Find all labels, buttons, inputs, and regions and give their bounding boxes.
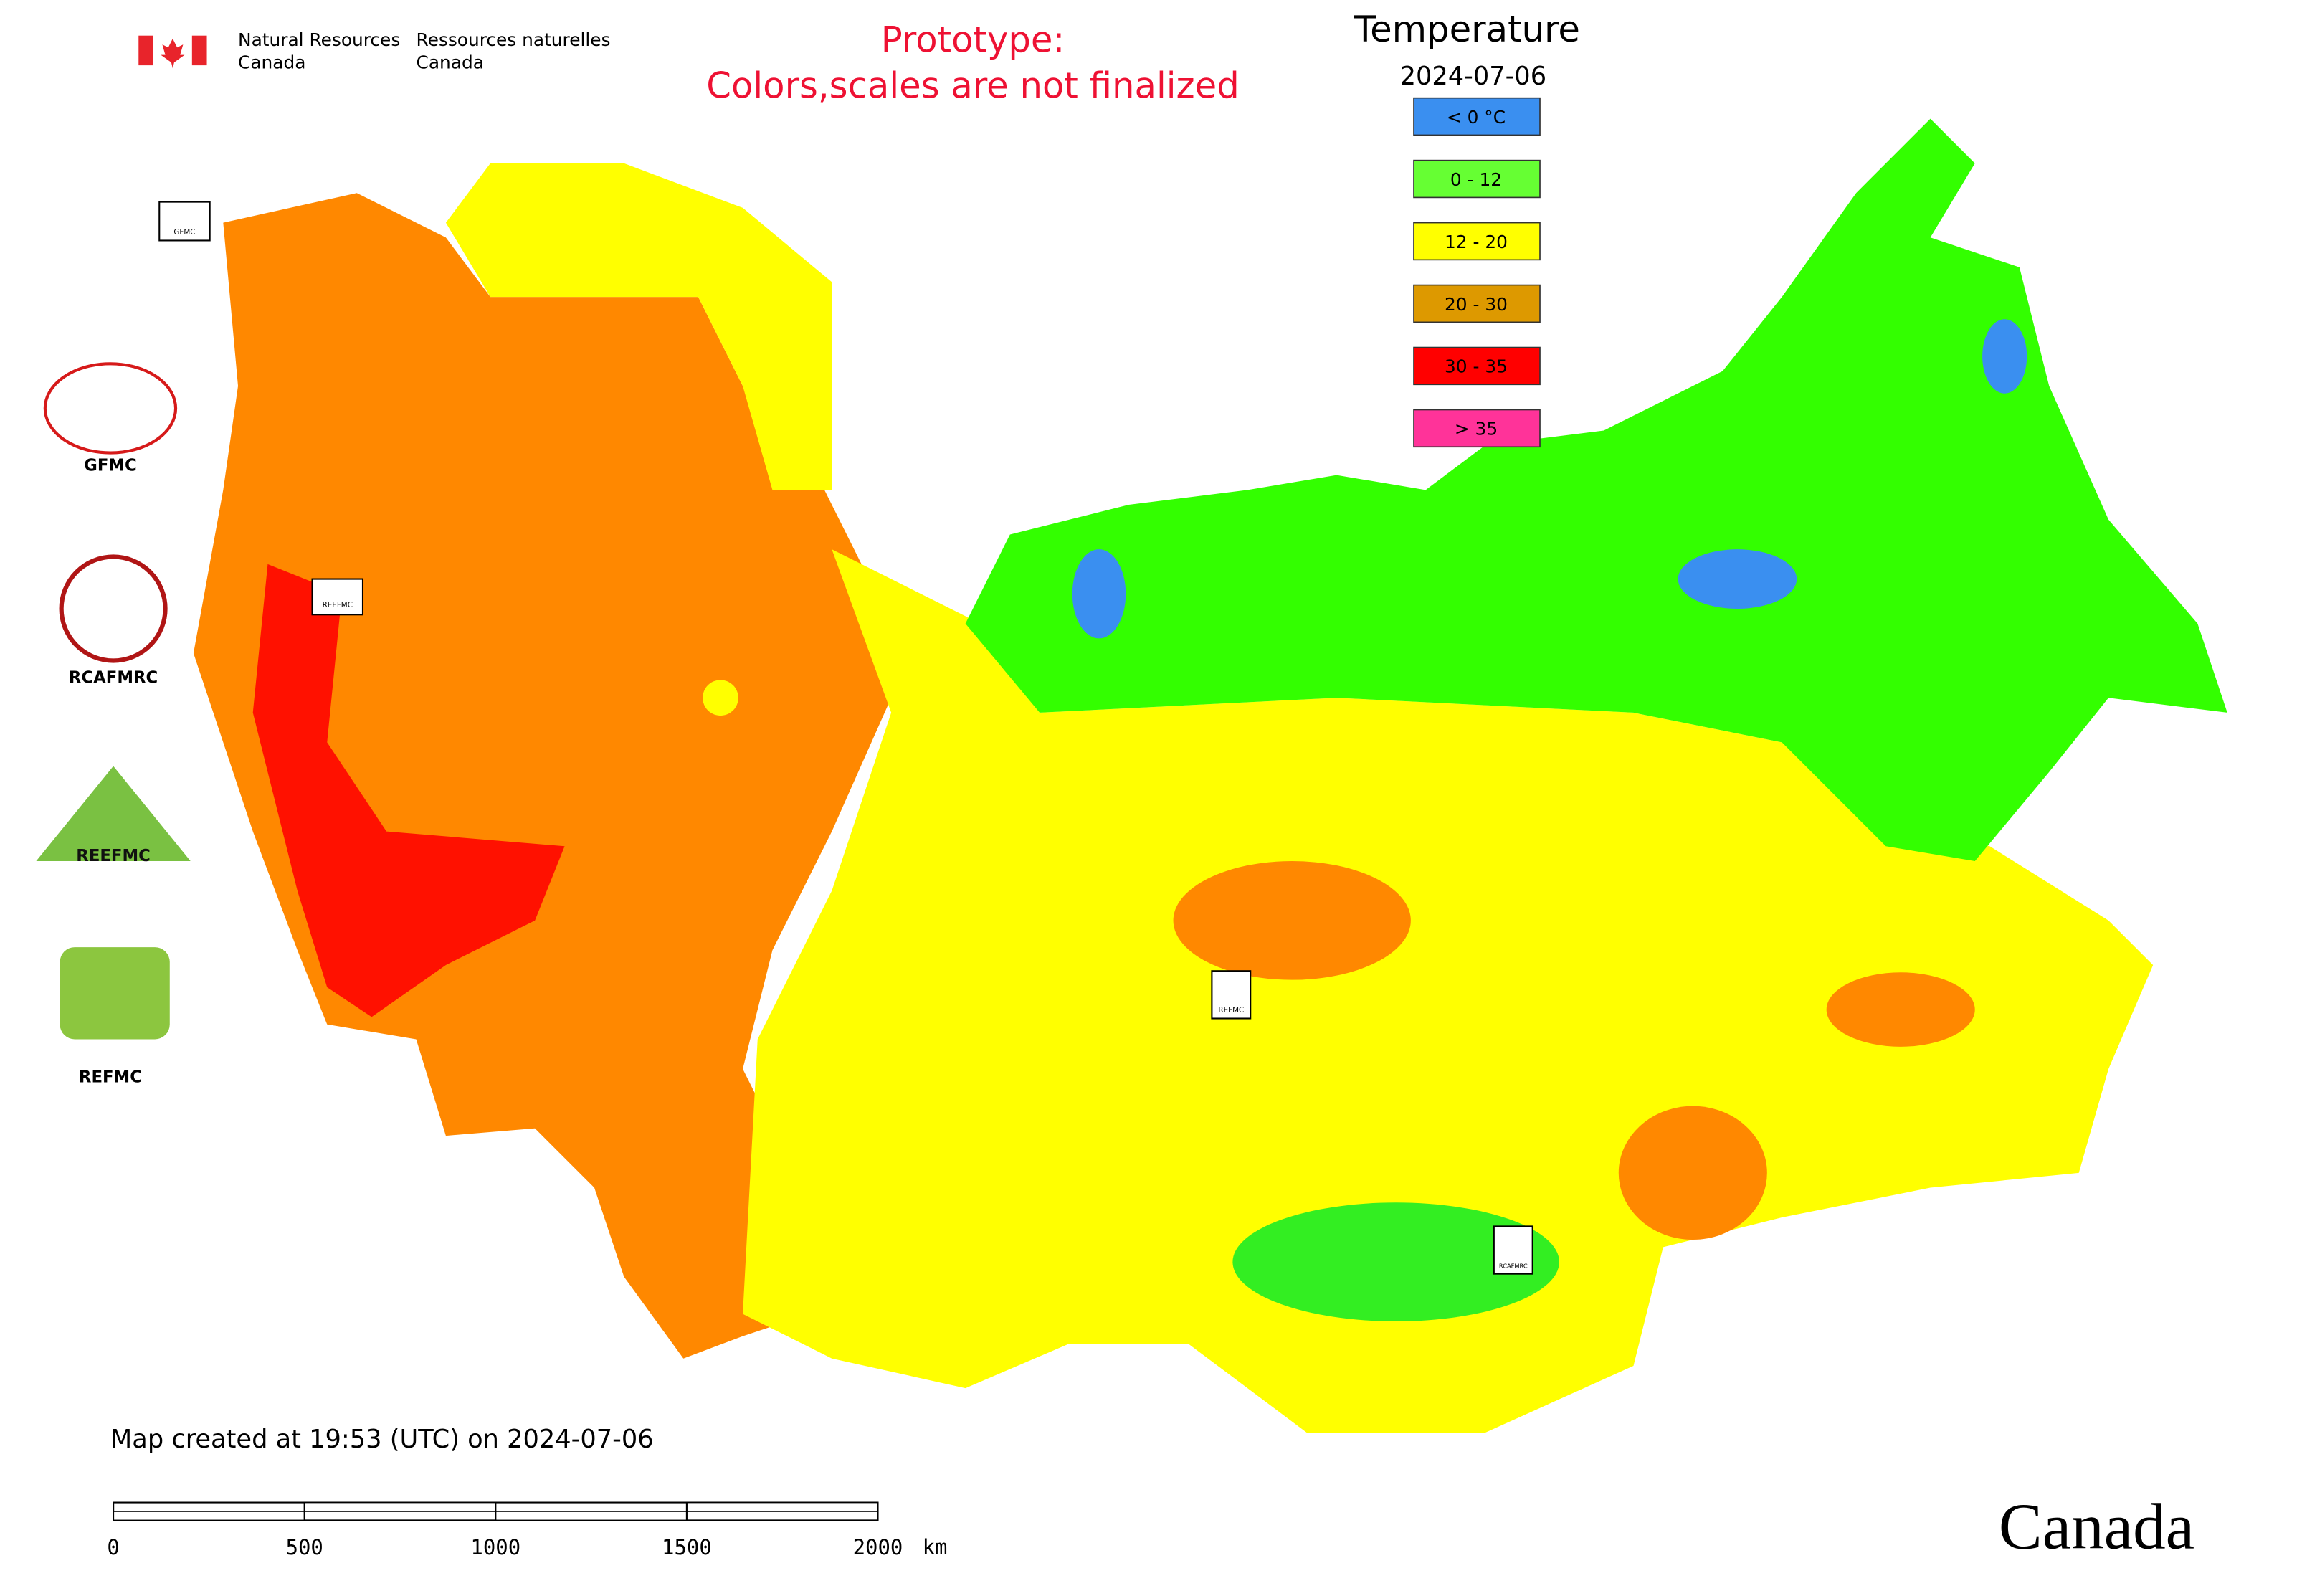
legend: < 0 °C 0 - 12 12 - 20 20 - 30 30 - 35 > 35	[1413, 97, 1541, 448]
marker-label: REFMC	[1218, 1006, 1244, 1015]
notice: Colors,scales are not finalized	[706, 65, 1239, 107]
marker-label: RCAFMRC	[1499, 1262, 1528, 1269]
footer-note: Map created at 19:53 (UTC) on 2024-07-06	[110, 1425, 654, 1454]
logo-text: REEFMC	[76, 847, 151, 865]
map-markers: GFMC REEFMC REFMC RCAFMRC	[158, 201, 1533, 1275]
scale-segment	[113, 1511, 305, 1521]
region-warm	[1826, 972, 1975, 1047]
region-mild	[703, 680, 738, 716]
legend-label: 0 - 12	[1450, 169, 1502, 190]
logo-label: GFMC	[84, 456, 137, 475]
legend-swatch	[1413, 346, 1541, 386]
legend-title: Temperature	[1354, 9, 1580, 50]
region-cold	[1072, 549, 1126, 639]
logo-emblem	[36, 766, 191, 862]
scale-label: 2000	[853, 1535, 903, 1559]
scale-label: 500	[286, 1535, 323, 1559]
logo-emblem	[59, 554, 168, 663]
region-mild	[445, 163, 832, 490]
region-warm	[193, 193, 892, 1359]
scale-label: 0	[107, 1535, 119, 1559]
region-cold	[1982, 319, 2027, 394]
legend-label: > 35	[1455, 419, 1498, 440]
region-cool	[965, 118, 2227, 862]
legend-swatch	[1413, 284, 1541, 323]
marker	[1211, 970, 1252, 1020]
logo-emblem	[43, 362, 178, 455]
marker	[311, 578, 363, 616]
region-cold	[1678, 549, 1797, 609]
marker	[158, 201, 211, 242]
legend-label: 30 - 35	[1445, 356, 1508, 377]
scale-label: 1500	[662, 1535, 712, 1559]
region-cool	[1232, 1202, 1559, 1321]
legend-swatch	[1413, 159, 1541, 199]
flag-bar	[191, 35, 207, 66]
map	[193, 118, 2227, 1433]
legend-swatch	[1413, 409, 1541, 448]
maple-leaf	[161, 38, 185, 69]
legend-date: 2024-07-06	[1400, 62, 1547, 91]
region-warm	[1173, 861, 1411, 980]
scale-unit: km	[923, 1535, 948, 1559]
partner-logos: GFMC RCAFMRC REEFMC REFMC	[36, 362, 191, 1087]
legend-swatch	[1413, 97, 1541, 136]
wordmark: Canada	[1999, 1491, 2194, 1563]
agency-fr: Canada	[417, 52, 484, 72]
region-hot	[252, 564, 565, 1017]
notice: Prototype:	[881, 19, 1065, 60]
legend-label: 12 - 20	[1445, 232, 1508, 252]
agency-fr: Ressources naturelles	[417, 29, 611, 50]
scale-label: 1000	[470, 1535, 520, 1559]
marker	[1493, 1225, 1533, 1275]
logo-label: REFMC	[79, 1068, 142, 1087]
legend-label: < 0 °C	[1447, 107, 1506, 128]
logo-label: RCAFMRC	[69, 669, 158, 688]
scale-segment	[303, 1501, 497, 1512]
agency-en: Canada	[238, 52, 305, 72]
flag-bar	[138, 35, 153, 66]
legend-label: 20 - 30	[1445, 294, 1508, 315]
agency-signature: Natural Resources Canada Ressources natu…	[138, 29, 611, 72]
region-warm	[1618, 1106, 1767, 1240]
scale-bar: 0 500 1000 1500 2000 km	[107, 1501, 948, 1559]
legend-swatch	[1413, 222, 1541, 261]
scale-segment	[495, 1511, 688, 1521]
region-mild	[743, 549, 2154, 1433]
marker-label: REEFMC	[323, 601, 353, 609]
marker-label: GFMC	[173, 228, 195, 237]
scale-segment	[686, 1501, 879, 1512]
agency-en: Natural Resources	[238, 29, 400, 50]
logo-emblem	[60, 947, 170, 1040]
